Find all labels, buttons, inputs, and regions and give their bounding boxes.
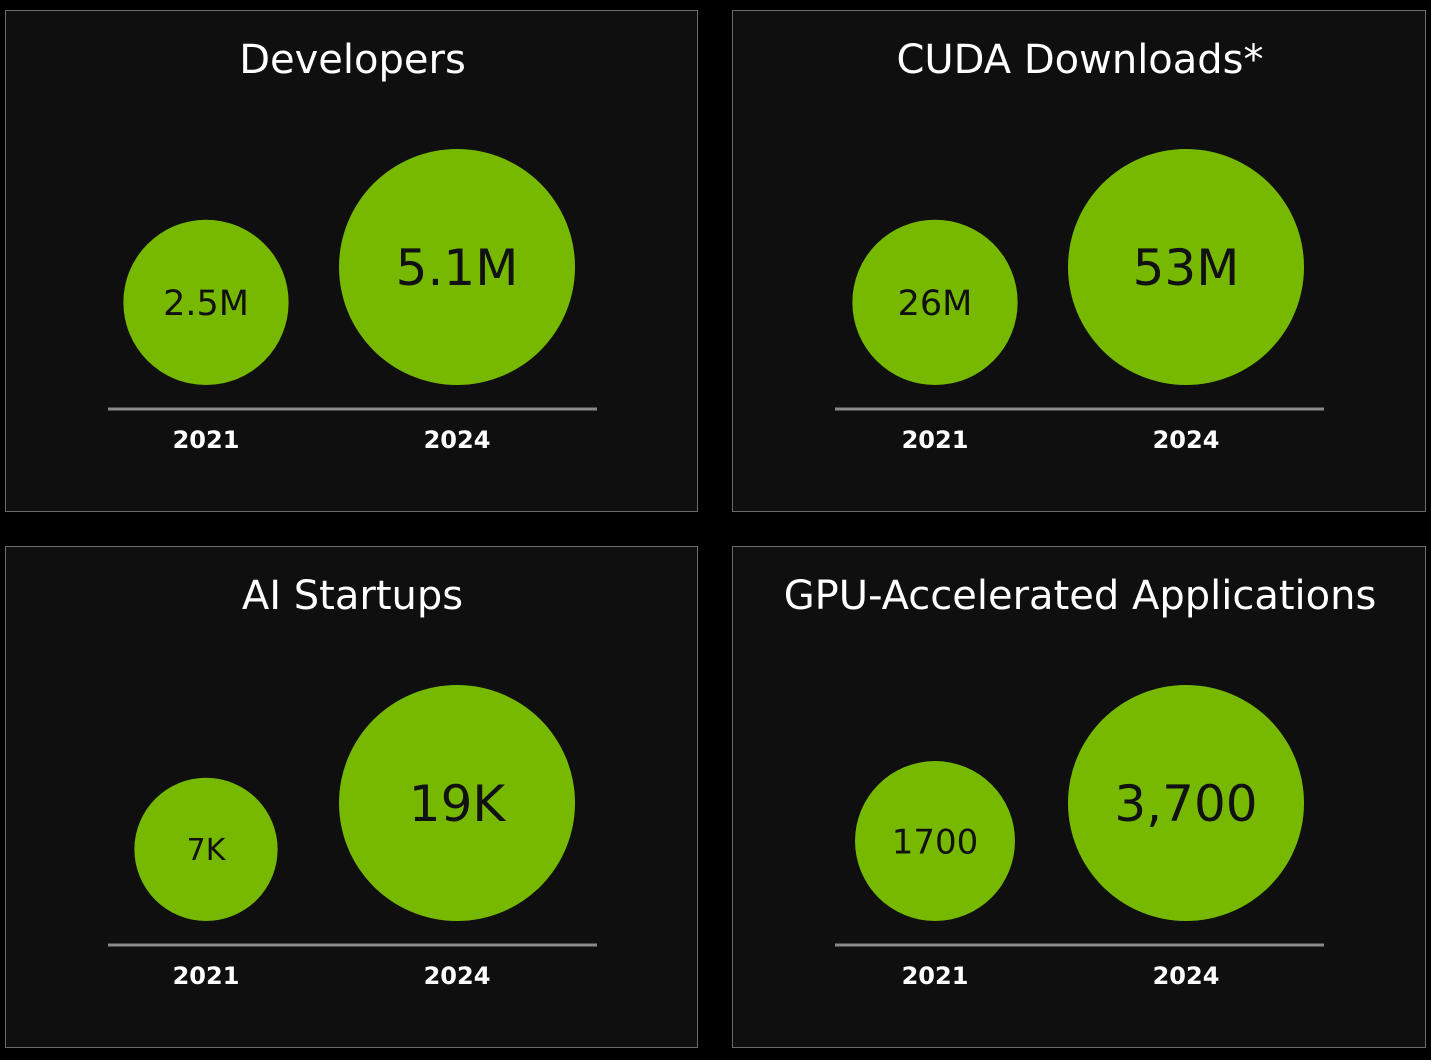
gpu-accelerated-applications-value-label-2024: 3,700 — [1114, 775, 1257, 833]
cuda-downloads-year-label-2024: 2024 — [1153, 426, 1220, 454]
ai-startups-year-label-2021: 2021 — [173, 962, 240, 990]
ai-startups-title: AI Startups — [242, 573, 463, 619]
developers-bubble-2021 — [123, 219, 289, 385]
gpu-accelerated-applications-chart-panel: GPU-Accelerated Applications 1700 2021 3,70… — [732, 546, 1426, 1048]
cuda-downloads-bubble-2021 — [852, 219, 1018, 385]
developers-year-label-2024: 2024 — [424, 426, 491, 454]
gpu-accelerated-applications-year-label-2021: 2021 — [902, 962, 969, 990]
ai-startups-chart-panel: AI Startups 7K 2021 19K 2024 — [5, 546, 698, 1048]
ai-startups-bubble-2024 — [339, 685, 575, 921]
gpu-accelerated-applications-value-label-2021: 1700 — [892, 822, 979, 862]
cuda-downloads-year-label-2021: 2021 — [902, 426, 969, 454]
developers-chart-panel: Developers 2.5M 2021 5.1M 2024 — [5, 10, 698, 512]
cuda-downloads-chart: CUDA Downloads* 26M 2021 53M 2024 — [835, 37, 1324, 454]
developers-year-label-2021: 2021 — [173, 426, 240, 454]
developers-value-label-2024: 5.1M — [396, 239, 519, 297]
ai-startups-bubble-2021 — [134, 777, 278, 921]
gpu-accelerated-applications-title: GPU-Accelerated Applications — [784, 573, 1377, 619]
cuda-downloads-title: CUDA Downloads* — [896, 37, 1263, 83]
ai-startups-chart: AI Startups 7K 2021 19K 2024 — [108, 573, 597, 990]
developers-value-label-2021: 2.5M — [163, 284, 249, 324]
cuda-downloads-chart-panel: CUDA Downloads* 26M 2021 53M 2024 — [732, 10, 1426, 512]
developers-chart: Developers 2.5M 2021 5.1M 2024 — [108, 37, 597, 454]
gpu-accelerated-applications-year-label-2024: 2024 — [1153, 962, 1220, 990]
cuda-downloads-value-label-2021: 26M — [898, 284, 973, 324]
gpu-accelerated-applications-bubble-2021 — [855, 761, 1015, 921]
gpu-accelerated-applications-bubble-2024 — [1068, 685, 1304, 921]
ai-startups-value-label-2024: 19K — [409, 775, 507, 833]
cuda-downloads-bubble-2024 — [1068, 149, 1304, 385]
ai-startups-value-label-2021: 7K — [187, 833, 227, 868]
cuda-downloads-value-label-2024: 53M — [1133, 239, 1240, 297]
gpu-accelerated-applications-chart: GPU-Accelerated Applications 1700 2021 3,70… — [784, 573, 1377, 990]
ai-startups-year-label-2024: 2024 — [424, 962, 491, 990]
developers-bubble-2024 — [339, 149, 575, 385]
developers-title: Developers — [239, 37, 466, 83]
